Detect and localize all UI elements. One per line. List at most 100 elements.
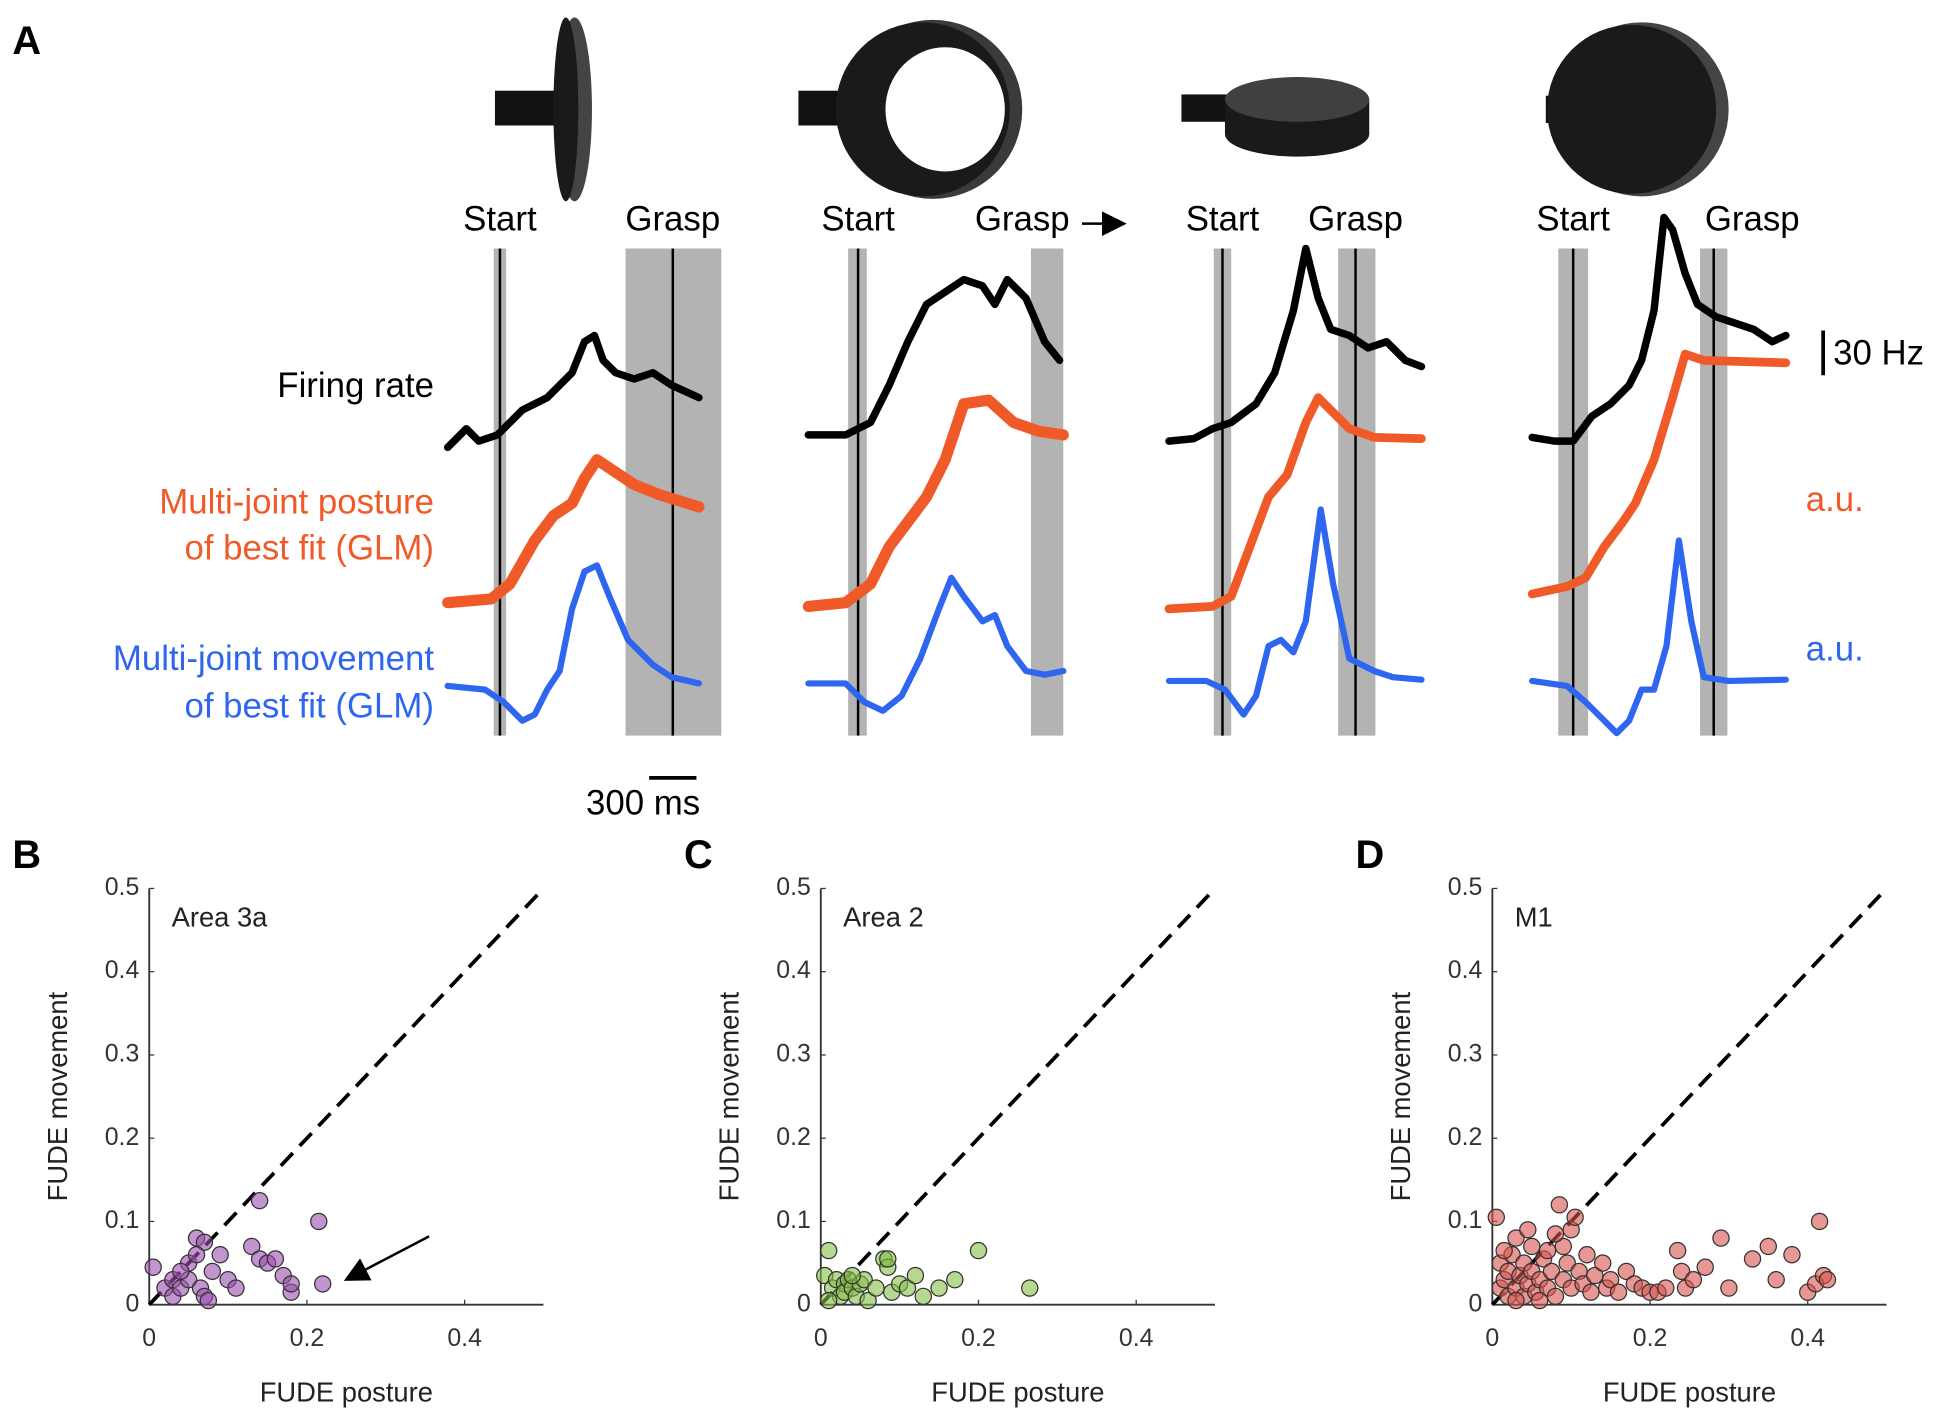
event-bands (493, 248, 1728, 736)
point (1783, 1246, 1801, 1264)
y-tick-label: 0.1 (105, 1206, 140, 1234)
x-tick-label: 0.2 (290, 1324, 325, 1352)
event-label: Grasp (625, 199, 720, 238)
y-axis-label: FUDE movement (713, 991, 744, 1201)
trace-label: of best fit (GLM) (184, 529, 434, 568)
object-icons (494, 17, 1729, 202)
point (1550, 1196, 1569, 1214)
point (1578, 1246, 1596, 1264)
y-tick-label: 0.5 (1448, 873, 1483, 901)
y-tick-label: 0.4 (105, 956, 140, 984)
x-tick-label: 0.4 (1119, 1324, 1154, 1352)
point (1523, 1237, 1541, 1256)
event-label: Start (1186, 199, 1260, 238)
series-title: M1 (1515, 902, 1553, 933)
x-tick-label: 0.2 (1633, 1324, 1668, 1352)
y-tick-label: 0.4 (776, 956, 811, 984)
point (819, 1291, 838, 1310)
point (1759, 1237, 1778, 1256)
x-axis-label: FUDE posture (931, 1376, 1104, 1407)
x-tick-label: 0.4 (1790, 1324, 1825, 1352)
point (1672, 1262, 1691, 1281)
point (282, 1275, 300, 1293)
event-label: Grasp (975, 199, 1070, 238)
point (914, 1287, 932, 1306)
point (199, 1291, 218, 1310)
point (266, 1250, 285, 1268)
point (946, 1271, 964, 1289)
point (172, 1262, 190, 1281)
point (843, 1266, 862, 1285)
point (250, 1191, 269, 1210)
event-label: Grasp (1308, 199, 1403, 238)
y-tick-label: 0.2 (105, 1123, 140, 1151)
y-tick-label: 0.2 (776, 1123, 811, 1151)
point (867, 1279, 885, 1297)
panel-label: B (12, 833, 41, 877)
trace-label: Firing rate (277, 366, 434, 405)
point (310, 1212, 328, 1231)
point (1696, 1258, 1714, 1276)
point (859, 1291, 877, 1310)
scale-label: a.u. (1806, 629, 1864, 668)
scale-label: 30 Hz (1833, 334, 1924, 373)
identity-line (1490, 887, 1888, 1306)
y-axis-label: FUDE movement (1385, 991, 1416, 1201)
point (227, 1279, 245, 1297)
point (1021, 1279, 1039, 1297)
x-tick-label: 0.2 (961, 1324, 996, 1352)
point (1712, 1229, 1730, 1247)
series-title: Area 3a (172, 902, 269, 933)
identity-line (819, 887, 1217, 1306)
point (930, 1279, 948, 1297)
event-label: Start (463, 199, 537, 238)
point (1586, 1266, 1604, 1285)
x-tick-label: 0.4 (447, 1324, 482, 1352)
point (1594, 1254, 1612, 1272)
event-label: Start (1536, 199, 1610, 238)
y-tick-label: 0.1 (1448, 1206, 1483, 1234)
panel-label: D (1356, 833, 1385, 877)
scale-label: 300 ms (586, 783, 700, 822)
point (1743, 1250, 1762, 1268)
point (1495, 1241, 1513, 1260)
point (1546, 1225, 1565, 1243)
y-tick-label: 0.4 (1448, 956, 1483, 984)
y-tick-label: 0 (797, 1289, 811, 1317)
scale-label: a.u. (1806, 480, 1864, 519)
point (211, 1246, 229, 1264)
point (1582, 1283, 1600, 1301)
point (1538, 1241, 1557, 1260)
point (1617, 1262, 1636, 1281)
x-tick-label: 0 (814, 1324, 828, 1352)
point (1530, 1291, 1549, 1310)
point (203, 1262, 222, 1281)
trace-label: Multi-joint movement (113, 639, 434, 678)
point (819, 1241, 838, 1260)
trace-label: of best fit (GLM) (184, 686, 434, 725)
point (1546, 1287, 1565, 1306)
point (1609, 1283, 1628, 1301)
point (187, 1246, 206, 1264)
x-tick-label: 0 (142, 1324, 156, 1352)
point (1767, 1271, 1785, 1289)
point (1507, 1291, 1525, 1310)
point (195, 1233, 214, 1251)
y-tick-label: 0 (125, 1289, 139, 1317)
traces (442, 213, 1791, 737)
y-axis-label: FUDE movement (42, 991, 73, 1201)
point (1601, 1271, 1620, 1289)
point (879, 1250, 897, 1268)
point (898, 1279, 917, 1297)
point (1818, 1271, 1837, 1289)
point (1668, 1241, 1687, 1260)
y-tick-label: 0.2 (1448, 1123, 1483, 1151)
point (1810, 1212, 1829, 1231)
y-tick-label: 0.5 (105, 873, 140, 901)
x-tick-label: 0 (1485, 1324, 1499, 1352)
point (1507, 1229, 1525, 1247)
point (1487, 1208, 1505, 1226)
point (1657, 1279, 1675, 1297)
point (1720, 1279, 1738, 1297)
